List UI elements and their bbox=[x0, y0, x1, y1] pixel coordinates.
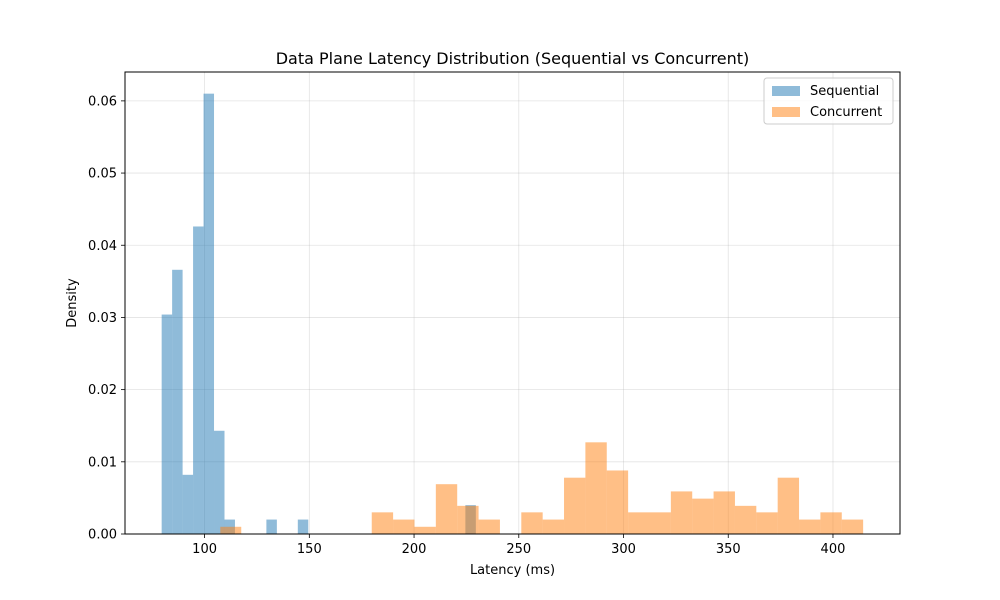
histogram-bars bbox=[161, 93, 864, 534]
legend-label-sequential: Sequential bbox=[810, 84, 879, 99]
x-tick-label: 100 bbox=[192, 542, 217, 557]
x-tick-label: 400 bbox=[821, 542, 846, 557]
x-tick-label: 150 bbox=[297, 542, 322, 557]
histogram-bar-sequential bbox=[182, 474, 194, 534]
histogram-bar-concurrent bbox=[734, 505, 757, 534]
histogram-bar-concurrent bbox=[371, 512, 394, 534]
x-axis-label: Latency (ms) bbox=[470, 563, 555, 578]
histogram-bar-sequential bbox=[266, 519, 277, 534]
histogram-bar-concurrent bbox=[564, 477, 586, 534]
legend-label-concurrent: Concurrent bbox=[810, 105, 882, 120]
y-tick-label: 0.04 bbox=[88, 239, 117, 254]
legend-swatch-sequential bbox=[772, 86, 800, 96]
histogram-bar-concurrent bbox=[521, 512, 543, 534]
histogram-bar-concurrent bbox=[478, 519, 500, 534]
histogram-bar-concurrent bbox=[457, 505, 479, 534]
y-tick-label: 0.00 bbox=[88, 528, 117, 543]
y-tick-label: 0.05 bbox=[88, 167, 117, 182]
y-tick-label: 0.06 bbox=[88, 94, 117, 109]
histogram-bar-concurrent bbox=[799, 519, 821, 534]
histogram-bar-concurrent bbox=[435, 484, 458, 534]
legend-swatch-concurrent bbox=[772, 107, 800, 117]
histogram-bar-sequential bbox=[214, 430, 225, 534]
histogram-bar-concurrent bbox=[713, 491, 735, 534]
histogram-bar-concurrent bbox=[628, 512, 650, 534]
histogram-bar-concurrent bbox=[841, 519, 864, 534]
histogram-bar-sequential bbox=[161, 314, 173, 534]
x-tick-label: 200 bbox=[402, 542, 427, 557]
histogram-bar-concurrent bbox=[606, 470, 629, 534]
histogram-bar-concurrent bbox=[542, 519, 565, 534]
histogram-bar-concurrent bbox=[585, 442, 607, 534]
histogram-bar-concurrent bbox=[649, 512, 671, 534]
histogram-bar-concurrent bbox=[777, 477, 800, 534]
y-tick-label: 0.01 bbox=[88, 455, 117, 470]
histogram-bar-concurrent bbox=[670, 491, 693, 534]
chart-title: Data Plane Latency Distribution (Sequent… bbox=[276, 49, 750, 68]
axis-ticks: 100 150 200 250 300 350 400 0.00 0.01 0.02 0.03 0.0… bbox=[88, 94, 845, 557]
x-tick-label: 250 bbox=[506, 542, 531, 557]
x-tick-label: 350 bbox=[716, 542, 741, 557]
plot-frame bbox=[124, 71, 901, 535]
legend: Sequential Concurrent bbox=[763, 77, 894, 125]
histogram-bar-concurrent bbox=[414, 526, 436, 534]
y-tick-label: 0.03 bbox=[88, 311, 117, 326]
series-concurrent bbox=[220, 442, 864, 534]
histogram-bar-sequential bbox=[203, 93, 215, 534]
histogram-bar-sequential bbox=[193, 226, 204, 534]
histogram-bar-concurrent bbox=[756, 512, 778, 534]
y-axis-label: Density bbox=[65, 278, 80, 328]
y-tick-label: 0.02 bbox=[88, 383, 117, 398]
histogram-bar-concurrent bbox=[220, 526, 242, 534]
histogram-bar-sequential bbox=[172, 269, 183, 534]
x-tick-label: 300 bbox=[611, 542, 636, 557]
histogram-bar-concurrent bbox=[692, 498, 714, 534]
histogram-bar-sequential bbox=[297, 519, 309, 534]
histogram-bar-concurrent bbox=[820, 512, 842, 534]
histogram-bar-concurrent bbox=[393, 519, 415, 534]
